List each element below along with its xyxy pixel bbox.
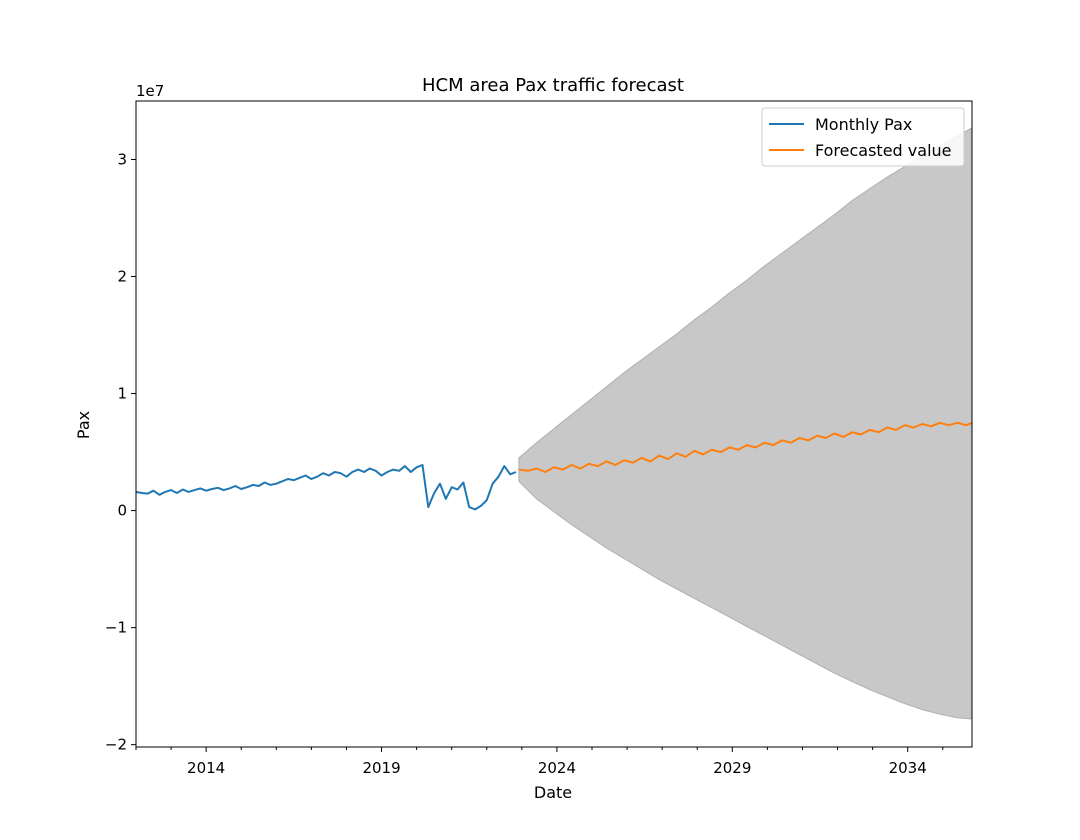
y-tick-label: 0	[117, 502, 127, 520]
y-tick-label: 1	[117, 385, 127, 403]
y-offset-text: 1e7	[136, 82, 164, 100]
series-line-forecasted-value	[518, 421, 973, 473]
legend-label-monthly-pax: Monthly Pax	[815, 115, 912, 134]
y-tick-label: −2	[105, 736, 127, 754]
series-line-monthly-pax	[135, 464, 517, 511]
y-tick-label: −1	[105, 619, 127, 637]
x-tick-label: 2024	[538, 759, 576, 777]
chart-title: HCM area Pax traffic forecast	[422, 75, 684, 96]
legend-box	[761, 107, 965, 167]
legend-label-forecasted-value: Forecasted value	[815, 141, 952, 160]
x-tick-label: 2019	[362, 759, 400, 777]
plot-frame	[135, 100, 973, 748]
legend: Monthly Pax Forecasted value	[761, 107, 965, 167]
y-tick-label: 3	[117, 151, 127, 169]
x-axis: 2014 2019 2024 2029 2034	[135, 747, 944, 777]
x-tick-label: 2034	[889, 759, 927, 777]
x-tick-label: 2029	[713, 759, 751, 777]
series-layer	[135, 421, 973, 511]
y-tick-label: 2	[117, 268, 127, 286]
x-axis-label: Date	[534, 783, 572, 802]
y-axis-label: Pax	[74, 411, 93, 439]
x-tick-label: 2014	[187, 759, 225, 777]
y-axis: −2 −1 0 1 2 3	[105, 151, 136, 754]
